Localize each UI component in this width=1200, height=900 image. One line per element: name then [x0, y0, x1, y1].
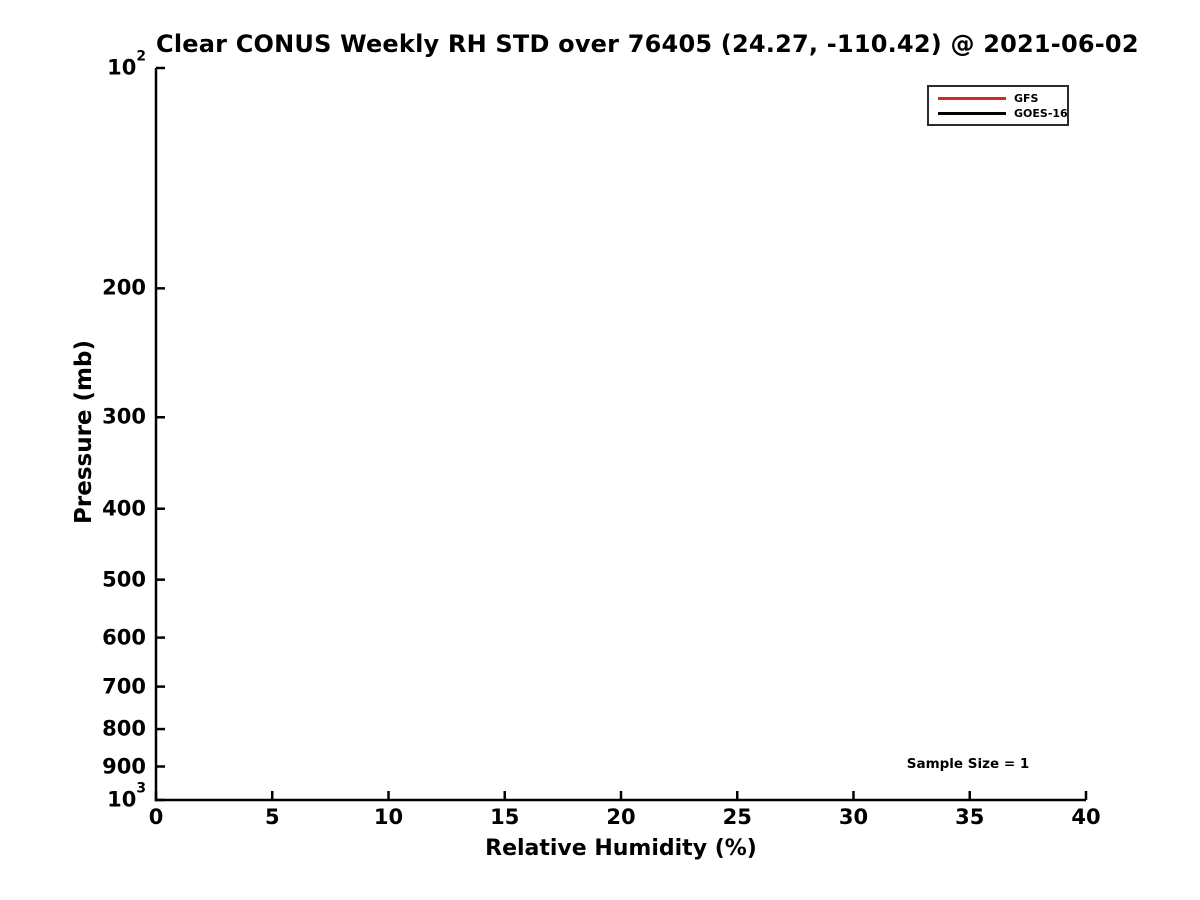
y-tick-label: 103 — [0, 781, 146, 812]
x-tick-label: 10 — [373, 805, 404, 829]
x-axis-label: Relative Humidity (%) — [485, 836, 757, 861]
y-axis-label: Pressure (mb) — [71, 340, 97, 524]
y-tick-exponent: 3 — [136, 780, 146, 797]
y-tick-label: 400 — [102, 496, 146, 521]
y-tick-label: 900 — [102, 754, 146, 778]
y-tick-label: 200 — [102, 275, 146, 300]
legend: GFS GOES-16 — [927, 85, 1069, 126]
x-tick-label: 35 — [955, 805, 985, 829]
legend-entry: GOES-16 — [938, 107, 1068, 119]
x-tick-label: 0 — [148, 805, 164, 829]
y-tick-label: 800 — [102, 716, 146, 741]
legend-entry: GFS — [938, 92, 1059, 104]
y-tick-label: 102 — [0, 49, 146, 80]
y-tick-base: 10 — [107, 55, 137, 80]
y-tick-label: 300 — [102, 404, 146, 429]
y-tick-label: 700 — [102, 674, 146, 699]
chart-title: Clear CONUS Weekly RH STD over 76405 (24… — [156, 30, 1139, 58]
legend-label: GOES-16 — [1014, 106, 1068, 120]
y-tick-base: 10 — [107, 787, 137, 812]
x-tick-label: 25 — [722, 805, 752, 829]
x-tick-label: 30 — [838, 805, 869, 829]
sample-size-annotation: Sample Size = 1 — [906, 756, 1030, 772]
legend-label: GFS — [1014, 91, 1039, 105]
x-tick-label: 40 — [1071, 805, 1101, 829]
x-tick-label: 15 — [490, 805, 520, 829]
x-tick-label: 5 — [264, 805, 280, 829]
y-tick-label: 500 — [102, 567, 146, 592]
x-tick-label: 20 — [606, 805, 636, 829]
legend-line-goes-16 — [938, 111, 1006, 115]
y-tick-exponent: 2 — [136, 48, 146, 65]
y-tick-label: 600 — [102, 625, 146, 650]
legend-line-gfs — [938, 96, 1006, 100]
